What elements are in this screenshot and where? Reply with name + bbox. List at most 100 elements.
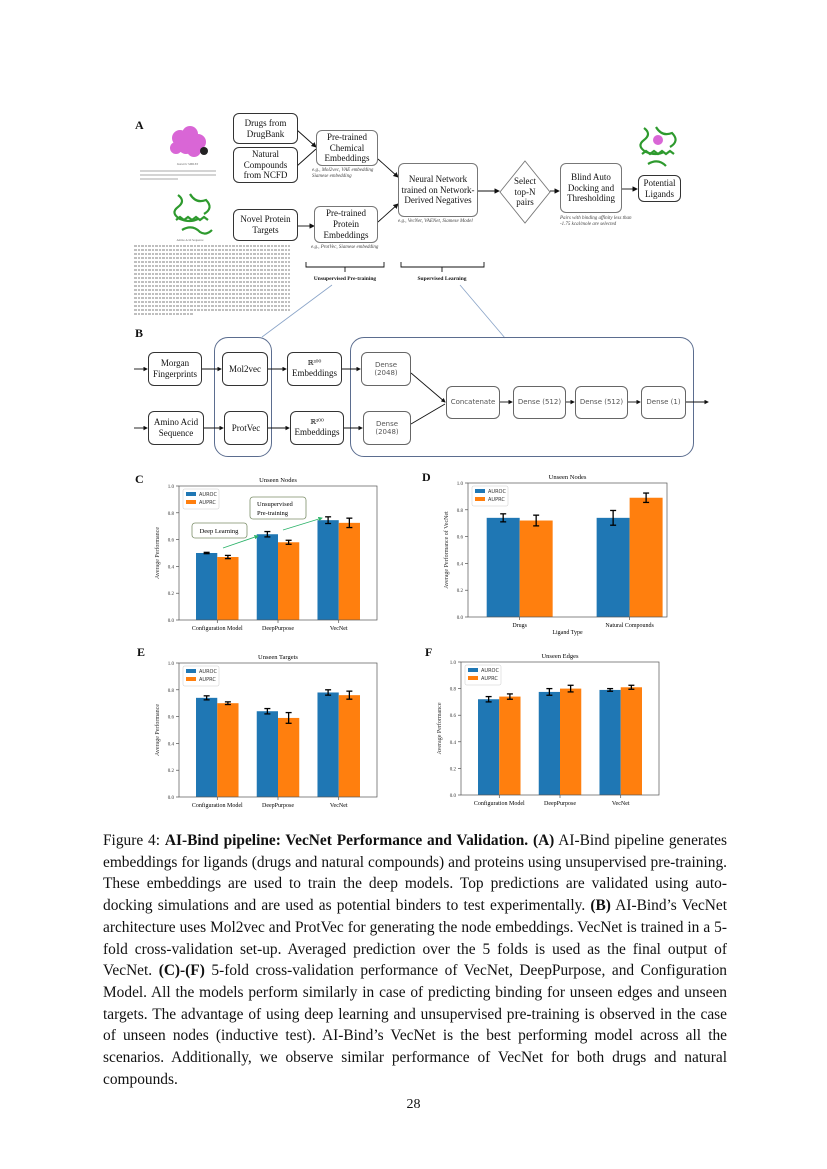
page-number: 28: [406, 1097, 421, 1112]
y-tick-label: 0.6: [457, 536, 464, 541]
legend-label-auprc: AUPRC: [481, 676, 498, 682]
y-tick-label: 0.2: [457, 589, 464, 594]
panel-d-letter: D: [422, 470, 431, 484]
chart-title: Unseen Nodes: [549, 474, 587, 481]
embeddings-top-box: ℝ³⁰⁰ Embeddings: [287, 352, 342, 386]
bar-auprc: [278, 542, 300, 620]
bar-auroc: [599, 689, 621, 795]
protein-embeddings-box: Pre-trained Protein Embeddings: [314, 206, 378, 243]
bar-auprc: [629, 497, 663, 617]
bar-chart-f: Unseen Edges 0.0 0.2 0.4 0.6 0.8 1.0 Average Pe…: [436, 653, 660, 807]
legend-label-auroc: AUROC: [488, 489, 506, 495]
molecule-icon: [170, 126, 208, 157]
neural-network-note: e.g., VecNet, VAENet, Siamese Model: [398, 219, 473, 224]
chart-title: Unseen Targets: [258, 654, 298, 661]
bar-auroc: [317, 520, 339, 620]
axes-frame: [178, 485, 378, 621]
green-arrow: [222, 535, 259, 549]
docking-box: Blind Auto Docking and Thresholding: [560, 163, 622, 213]
annotation-deep-learning: Deep Learning: [200, 528, 240, 535]
x-tick-label: DeepPurpose: [262, 626, 294, 632]
y-tick-label: 0.8: [168, 512, 175, 517]
caption-text-b: AI-Bind’s VecNet architecture uses Mol2v…: [103, 897, 727, 980]
bar-chart-c: Unseen Nodes 0.0 0.2 0.4 0.6 0.8 1.0 Average Pe…: [154, 477, 378, 632]
panel-a-connectors: [261, 129, 638, 339]
axes-frame: [460, 661, 660, 796]
smiles-label: Isomeric SMILES: [176, 163, 199, 166]
x-tick-label: Configuration Model: [474, 800, 525, 807]
bar-auroc: [196, 697, 218, 797]
legend: AUROC AUPRC: [464, 664, 502, 686]
x-tick-label: Drugs: [512, 623, 527, 629]
bar-auprc: [519, 520, 553, 617]
panel-b-letter: B: [135, 326, 144, 340]
bar-auprc: [338, 695, 360, 797]
caption-text-a: AI-Bind pipeline generates embeddings fo…: [103, 832, 727, 915]
bar-auroc: [478, 699, 500, 795]
legend-label-auroc: AUROC: [199, 492, 217, 498]
legend: AUROC AUPRC: [182, 488, 220, 510]
dense-1-box: Dense (1): [641, 386, 686, 419]
y-tick-label: 0.2: [168, 592, 175, 597]
caption-figure-label: Figure 4:: [103, 832, 165, 849]
x-axis-label: Ligand Type: [552, 630, 583, 636]
bar-auroc: [317, 692, 339, 797]
legend: AUROC AUPRC: [182, 665, 220, 687]
y-tick-label: 0.6: [168, 716, 175, 721]
bar-auroc: [256, 534, 278, 620]
legend-label-auroc: AUROC: [199, 669, 217, 675]
x-tick-label: Configuration Model: [192, 625, 243, 632]
embeddings-label: Embeddings: [294, 426, 340, 437]
concatenate-box: Concatenate: [446, 386, 500, 419]
neural-network-box: Neural Network trained on Network-Derive…: [398, 163, 478, 217]
y-tick-label: 1.0: [450, 661, 457, 666]
y-tick-label: 1.0: [457, 482, 464, 487]
x-tick-label: VecNet: [330, 626, 348, 632]
bar-chart-d: Unseen Nodes 0.0 0.2 0.4 0.6 0.8 1.0 Average Pe…: [443, 474, 668, 636]
annotation-box-unsupervised: [249, 496, 307, 520]
chemical-embeddings-box: Pre-trained Chemical Embeddings: [316, 130, 378, 166]
annotation-unsupervised-line1: Unsupervised: [257, 501, 293, 508]
panel-c-letter: C: [135, 472, 144, 486]
novel-protein-targets-box: Novel Protein Targets: [233, 209, 298, 241]
embeddings-bottom-box: ℝ³⁰⁰ Embeddings: [290, 411, 344, 445]
network-group-outline: [350, 337, 694, 457]
y-tick-label: 0.8: [457, 509, 464, 514]
caption-label-c-f: (C)-(F): [158, 962, 205, 980]
bar-auroc: [538, 691, 560, 795]
y-tick-label: 0.4: [457, 562, 464, 567]
annotation-box-deep-learning: [191, 522, 248, 539]
dense-512-second-box: Dense (512): [575, 386, 628, 419]
legend-swatch-auroc: [186, 669, 196, 673]
r300-label: ℝ³⁰⁰: [310, 418, 324, 427]
sequence-label: Amino Acid Sequence: [176, 239, 204, 242]
y-tick-label: 0.4: [168, 565, 175, 570]
y-tick-label: 0.2: [450, 767, 457, 772]
legend-swatch-auprc: [186, 677, 196, 681]
x-tick-label: Natural Compounds: [605, 623, 654, 629]
y-tick-label: 0.4: [450, 741, 457, 746]
potential-ligands-box: Potential Ligands: [638, 175, 681, 202]
caption-title: AI-Bind pipeline: VecNet Performance and…: [164, 832, 555, 849]
x-tick-label: DeepPurpose: [262, 803, 294, 809]
protein-ligand-complex-icon: [639, 126, 677, 167]
embedding-group-outline: [214, 337, 272, 457]
panel-a-letter: A: [135, 118, 144, 132]
bar-auroc: [596, 517, 630, 617]
green-arrow: [282, 516, 323, 531]
bar-auprc: [560, 688, 582, 795]
legend-label-auprc: AUPRC: [199, 500, 216, 506]
y-tick-label: 1.0: [168, 485, 175, 490]
y-tick-label: 0.2: [168, 769, 175, 774]
mol2vec-box: Mol2vec: [222, 352, 268, 386]
legend-label-auprc: AUPRC: [199, 677, 216, 683]
x-tick-label: VecNet: [330, 803, 348, 809]
y-axis-label: Average Performance of VecNet: [443, 511, 450, 589]
supervised-learning-label: Supervised Learning: [417, 276, 467, 282]
axes-frame: [178, 662, 378, 798]
y-axis-label: Average Performance: [154, 704, 161, 756]
morgan-fingerprints-box: Morgan Fingerprints: [148, 352, 202, 386]
legend-label-auprc: AUPRC: [488, 497, 505, 503]
x-tick-label: Configuration Model: [192, 802, 243, 809]
r300-label: ℝ³⁰⁰: [307, 359, 322, 368]
